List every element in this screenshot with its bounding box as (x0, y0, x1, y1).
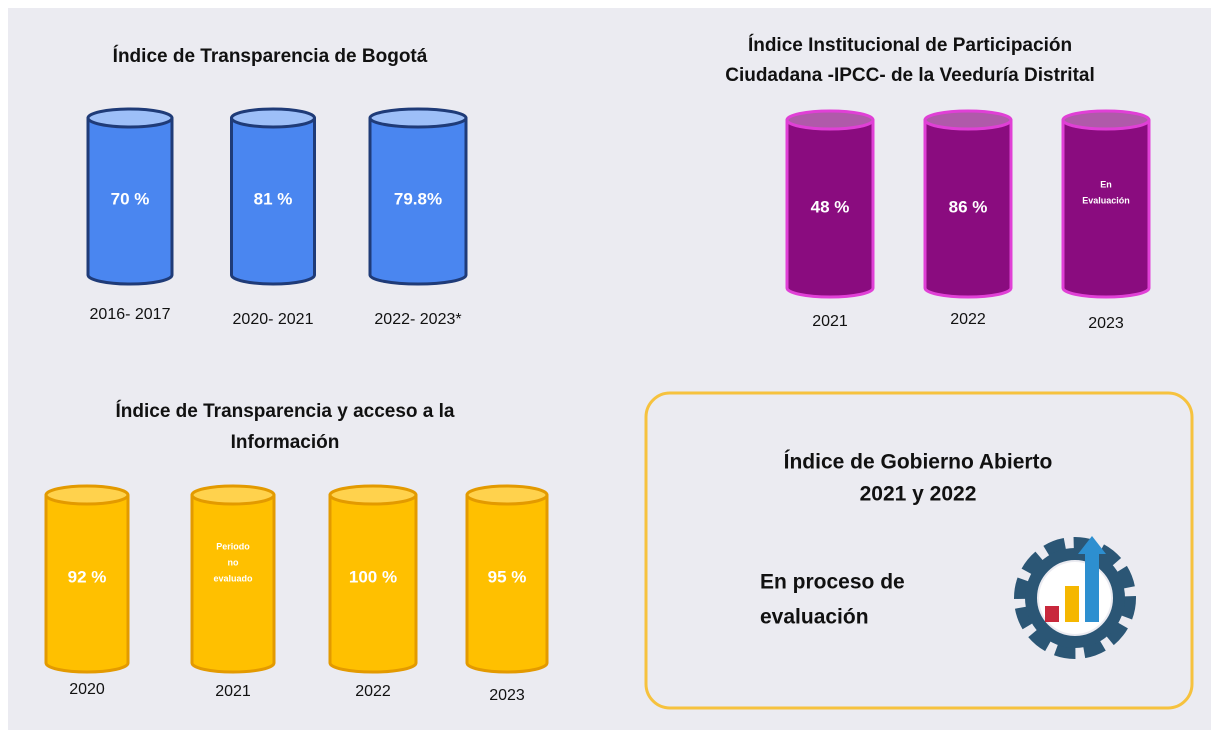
cylinder-top (465, 484, 549, 506)
cylinder-side (230, 118, 316, 286)
period-label: 2022 (950, 311, 986, 328)
panel-title: Índice de Transparencia y acceso a la (115, 400, 454, 422)
period-label: 2020 (69, 681, 105, 698)
value-label: En (1100, 179, 1112, 189)
gear-icon (1014, 536, 1136, 659)
value-label: 48 % (811, 197, 850, 216)
value-label: 79.8% (394, 189, 442, 208)
cylinder-top (44, 484, 130, 506)
panel-title: Índice de Transparencia de Bogotá (113, 45, 428, 67)
cylinder-side (328, 495, 418, 674)
period-label: 2023 (1088, 315, 1124, 332)
value-label: evaluado (213, 573, 253, 583)
period-label: 2021 (812, 313, 848, 330)
panel-title: Índice Institucional de Participación (748, 34, 1072, 56)
value-label: Evaluación (1082, 195, 1130, 205)
cylinder-top (368, 107, 468, 129)
cylinder-top (785, 109, 875, 131)
value-label: no (228, 557, 239, 567)
period-label: 2023 (489, 687, 525, 704)
cylinder-top (86, 107, 174, 129)
cylinder-side (923, 120, 1013, 299)
cylinder-side (1061, 120, 1151, 299)
period-label: 2021 (215, 683, 251, 700)
summary-status: evaluación (760, 606, 869, 629)
value-label: Periodo (216, 541, 250, 551)
cylinder-top (190, 484, 276, 506)
cylinder-side (368, 118, 468, 286)
cylinder-side (190, 495, 276, 674)
cylinder-top (230, 107, 316, 129)
cylinder-top (328, 484, 418, 506)
value-label: 92 % (68, 567, 107, 586)
cylinder-side (465, 495, 549, 674)
period-label: 2020- 2021 (233, 311, 314, 328)
cylinder-side (86, 118, 174, 286)
period-label: 2022- 2023* (374, 311, 461, 328)
summary-title: Índice de Gobierno Abierto (784, 451, 1053, 474)
panel-title: Información (231, 432, 340, 453)
cylinder-top (923, 109, 1013, 131)
summary-box (644, 391, 1194, 710)
value-label: 81 % (254, 189, 293, 208)
value-label: 70 % (111, 189, 150, 208)
panel-title: Ciudadana -IPCC- de la Veeduría Distrita… (725, 65, 1095, 86)
value-label: 100 % (349, 567, 397, 586)
value-label: 95 % (488, 567, 527, 586)
summary-status: En proceso de (760, 571, 905, 594)
period-label: 2016- 2017 (90, 306, 171, 323)
cylinder-side (785, 120, 875, 299)
cylinder-top (1061, 109, 1151, 131)
summary-title: 2021 y 2022 (860, 483, 977, 506)
value-label: 86 % (949, 197, 988, 216)
cylinder-side (44, 495, 130, 674)
period-label: 2022 (355, 683, 391, 700)
